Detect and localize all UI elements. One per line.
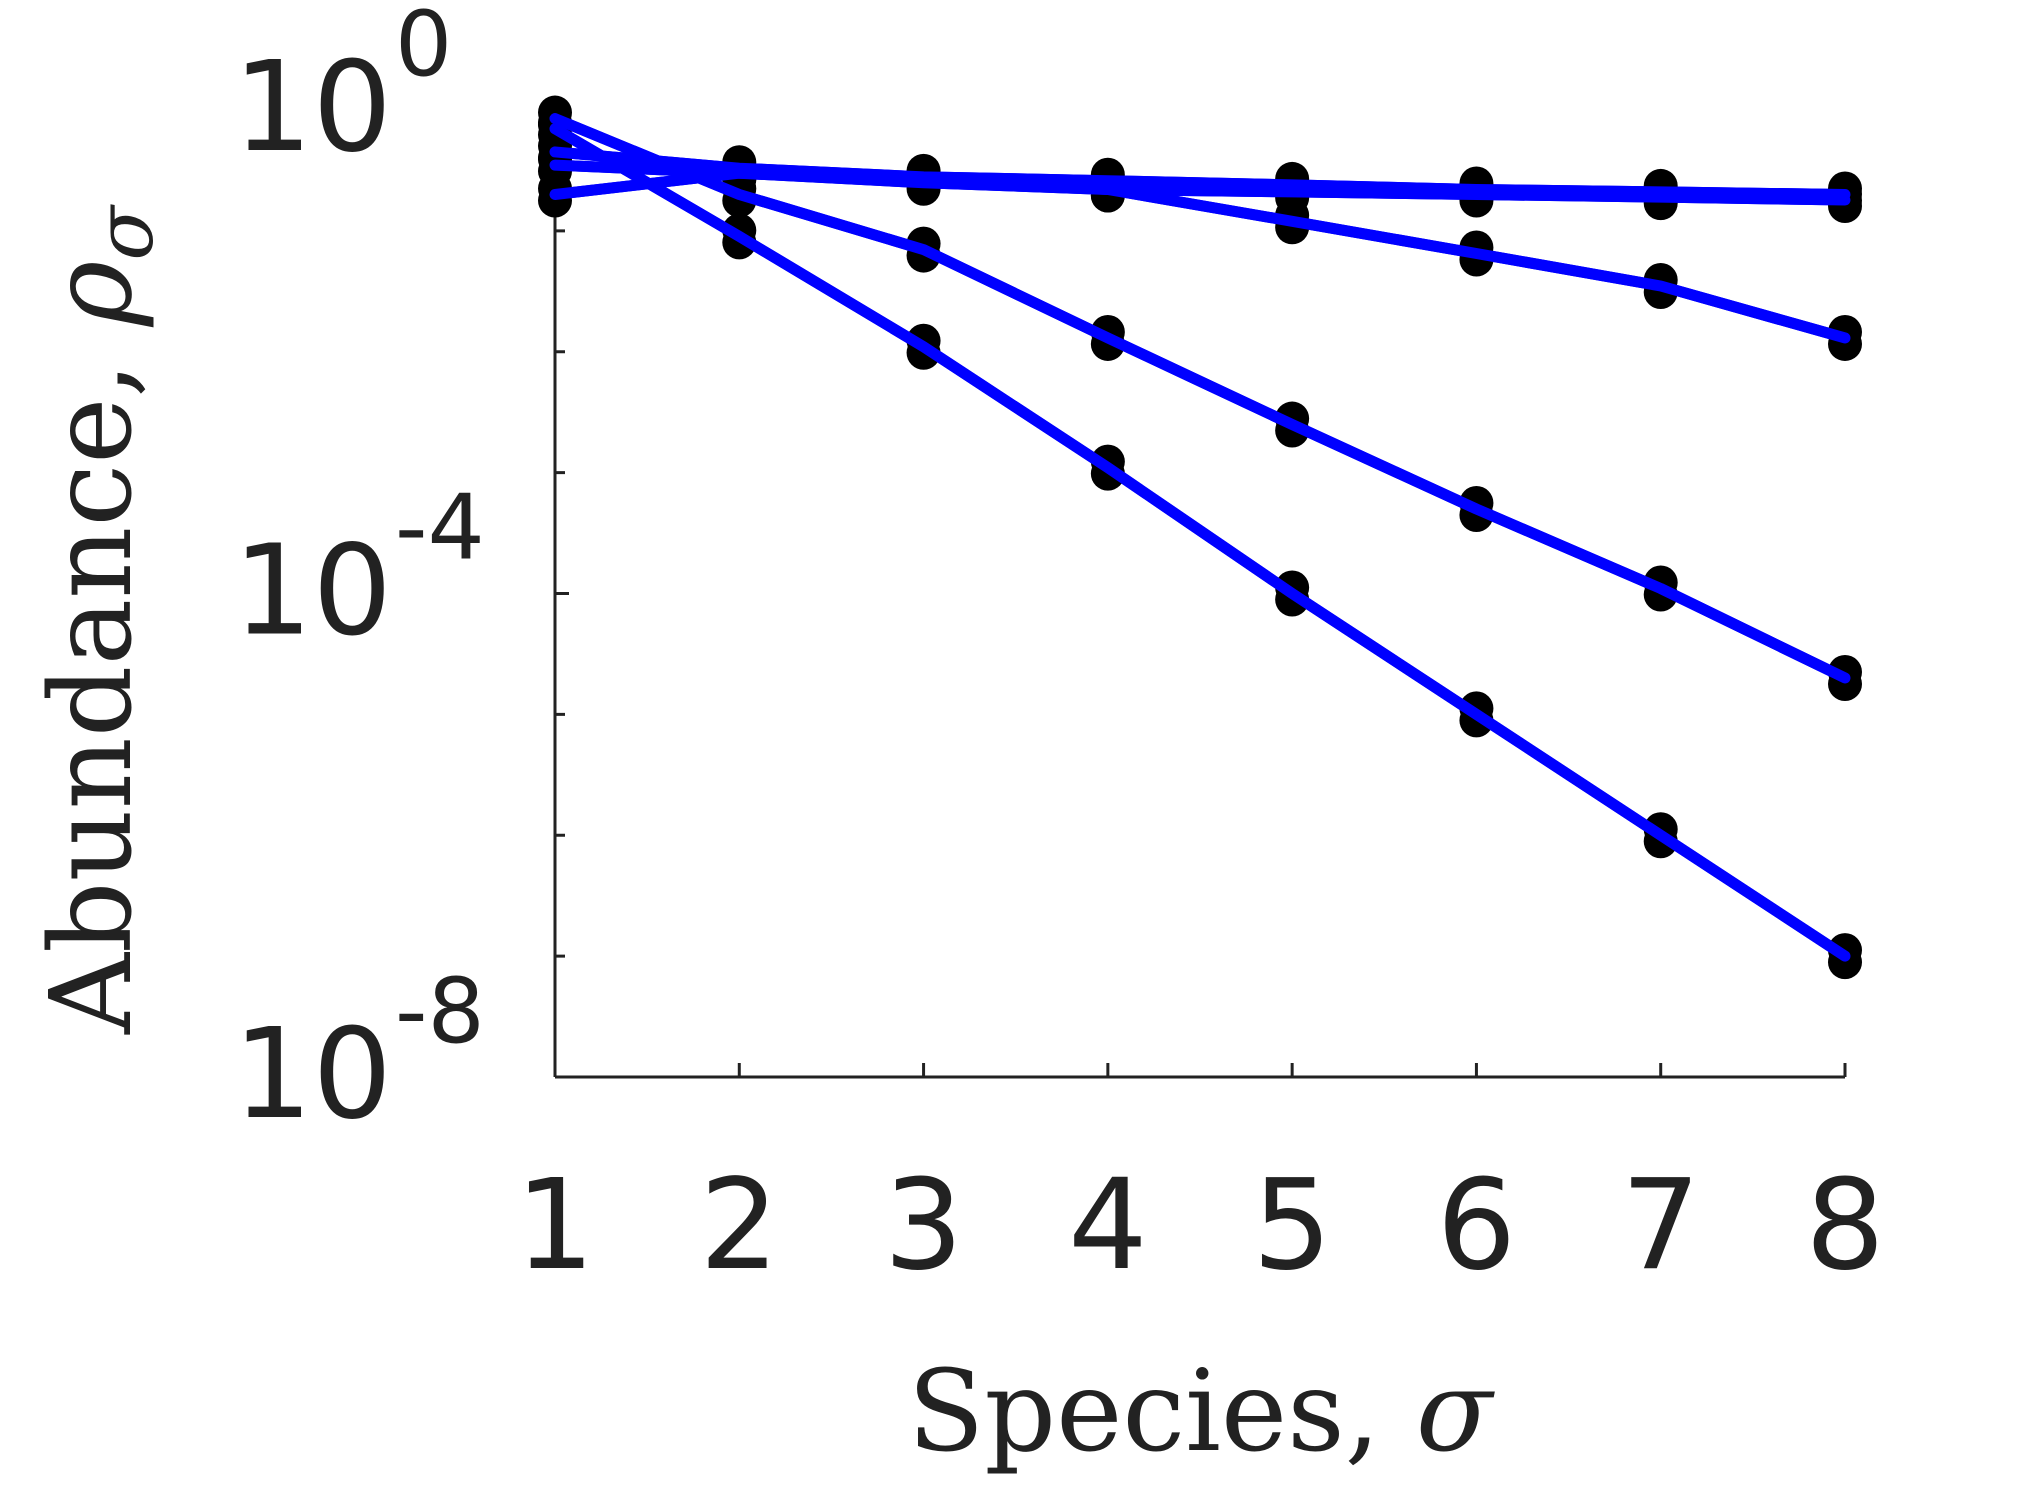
chart-axes bbox=[553, 108, 1847, 1079]
series-line-overlay bbox=[549, 113, 1851, 684]
x-tick-label: 5 bbox=[1252, 1153, 1332, 1298]
y-tick-label: 10 0 bbox=[233, 0, 452, 180]
y-tick-label-exponent: -4 bbox=[395, 476, 485, 581]
y-axis-label: Abundance, ρσ bbox=[27, 204, 171, 1036]
x-tick-label: 2 bbox=[700, 1153, 780, 1298]
y-tick-label: 10 -4 bbox=[233, 476, 485, 664]
x-axis-label: Species, σ bbox=[908, 1347, 1495, 1477]
y-axis-label-subscript: σ bbox=[78, 204, 171, 261]
x-tick-label: 4 bbox=[1068, 1153, 1148, 1298]
x-tick-label: 1 bbox=[515, 1153, 595, 1298]
y-tick-label: 10 -8 bbox=[233, 959, 485, 1147]
y-tick-label-exponent: 0 bbox=[395, 0, 452, 97]
y-tick-label-base: 10 bbox=[233, 1002, 392, 1147]
x-tick-label: 6 bbox=[1437, 1153, 1517, 1298]
y-tick-label-base: 10 bbox=[233, 519, 392, 664]
y-axis-label-symbol: ρ bbox=[27, 260, 157, 327]
x-axis-label-text: Species, bbox=[908, 1347, 1416, 1477]
x-tick-label: 8 bbox=[1805, 1153, 1885, 1298]
series-line-overlay bbox=[549, 123, 1851, 962]
series-markers bbox=[538, 95, 1862, 980]
y-axis-label-text: Abundance, bbox=[27, 326, 157, 1035]
y-tick-label-exponent: -8 bbox=[395, 959, 485, 1064]
x-tick-label: 3 bbox=[884, 1153, 964, 1298]
x-tick-label: 7 bbox=[1621, 1153, 1701, 1298]
series-line-overlay bbox=[549, 167, 1851, 344]
x-axis-label-symbol: σ bbox=[1416, 1347, 1495, 1477]
y-tick-label-base: 10 bbox=[233, 35, 392, 180]
